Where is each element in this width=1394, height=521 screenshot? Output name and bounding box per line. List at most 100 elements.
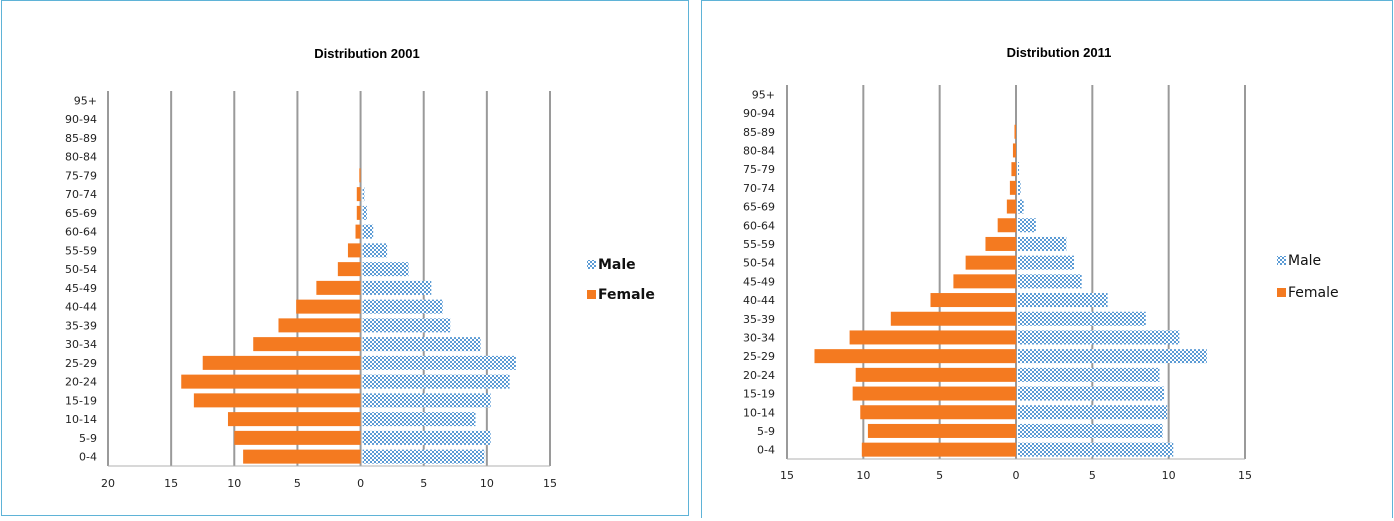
chart-panel-2001: Distribution 2001 20 15 10 5 0 5 10 15 0-4 5-9 10-1… xyxy=(1,0,689,516)
bar-male xyxy=(1018,423,1163,438)
bar-female xyxy=(355,224,361,239)
bar-male xyxy=(362,262,409,277)
y-tick-label: 95+ xyxy=(752,88,775,101)
y-tick-label: 60-64 xyxy=(65,226,97,239)
y-tick-label: 50-54 xyxy=(65,263,97,276)
y-tick-label: 70-74 xyxy=(743,182,775,195)
x-tick-label: 15 xyxy=(164,477,178,490)
y-tick-label: 50-54 xyxy=(743,257,775,270)
bar-female xyxy=(316,280,361,295)
bar-male xyxy=(362,393,491,408)
y-tick-label: 85-89 xyxy=(743,126,775,139)
bar-female xyxy=(359,168,361,183)
x-tick-label: 5 xyxy=(420,477,427,490)
bar-male xyxy=(1018,255,1075,270)
bar-female xyxy=(930,293,1016,308)
bar-male xyxy=(362,318,451,333)
y-tick-label: 45-49 xyxy=(65,282,97,295)
bar-male xyxy=(362,412,476,427)
bar-female xyxy=(202,355,361,370)
bar-female xyxy=(849,330,1016,345)
pyramid-chart-2001: Distribution 2001 20 15 10 5 0 5 10 15 0-4 5-9 10-1… xyxy=(65,46,655,490)
bar-male xyxy=(362,299,443,314)
bar-female xyxy=(181,374,361,389)
y-tick-label: 0-4 xyxy=(757,444,775,457)
y-tick-label: 80-84 xyxy=(743,144,775,157)
legend-swatch xyxy=(587,290,596,299)
y-tick-label: 10-14 xyxy=(65,413,97,426)
bar-female xyxy=(860,405,1016,420)
y-tick-label: 40-44 xyxy=(65,301,97,314)
pyramid-chart-2011: Distribution 2011 15 10 5 0 5 10 15 0-4 5-9 10-14 1… xyxy=(743,45,1339,482)
y-tick-label: 35-39 xyxy=(65,319,97,332)
bar-female xyxy=(890,311,1016,326)
x-tick-label: 5 xyxy=(936,469,943,482)
bar-female xyxy=(1014,124,1016,139)
x-tick-label: 5 xyxy=(294,477,301,490)
bar-female xyxy=(814,349,1016,364)
bar-male xyxy=(1018,180,1021,195)
y-tick-label: 20-24 xyxy=(65,376,97,389)
legend-swatch xyxy=(587,260,596,269)
y-tick-label: 70-74 xyxy=(65,188,97,201)
bar-male xyxy=(1018,405,1168,420)
bar-female xyxy=(852,386,1016,401)
legend-label: Male xyxy=(1288,253,1321,269)
x-tick-label: 15 xyxy=(1238,469,1252,482)
chart-title: Distribution 2011 xyxy=(1007,45,1112,60)
bar-male xyxy=(362,280,432,295)
legend-swatch xyxy=(1277,288,1286,297)
y-tick-label: 90-94 xyxy=(743,107,775,120)
x-tick-label: 5 xyxy=(1089,469,1096,482)
y-tick-label: 25-29 xyxy=(65,357,97,370)
bar-female xyxy=(253,337,361,352)
chart-title: Distribution 2001 xyxy=(314,46,419,61)
y-tick-label: 95+ xyxy=(74,94,97,107)
bar-female xyxy=(296,299,361,314)
bar-male xyxy=(1018,442,1174,457)
bar-female xyxy=(965,255,1016,270)
bar-female xyxy=(193,393,361,408)
x-tick-label: 15 xyxy=(780,469,794,482)
bar-male xyxy=(362,243,388,258)
bar-female xyxy=(1012,143,1016,158)
legend: Male Female xyxy=(1277,253,1339,301)
y-tick-label: 25-29 xyxy=(743,350,775,363)
bar-male xyxy=(1018,218,1036,233)
y-tick-label: 55-59 xyxy=(743,238,775,251)
bar-male xyxy=(362,224,374,239)
y-tick-label: 35-39 xyxy=(743,313,775,326)
y-tick-label: 40-44 xyxy=(743,294,775,307)
legend: Male Female xyxy=(587,257,655,303)
y-tick-label: 75-79 xyxy=(65,169,97,182)
y-tick-label: 30-34 xyxy=(743,331,775,344)
y-tick-label: 45-49 xyxy=(743,275,775,288)
bar-female xyxy=(1006,199,1016,214)
bar-male xyxy=(1018,293,1108,308)
y-tick-label: 75-79 xyxy=(743,163,775,176)
legend-label: Female xyxy=(598,287,655,303)
bar-male xyxy=(1018,162,1020,177)
legend-label: Male xyxy=(598,257,636,273)
y-tick-label: 10-14 xyxy=(743,406,775,419)
bar-male xyxy=(1018,367,1160,382)
bar-female xyxy=(867,423,1016,438)
bar-female xyxy=(243,449,361,464)
bar-male xyxy=(362,355,516,370)
bar-male xyxy=(1018,274,1082,289)
y-tick-label: 0-4 xyxy=(79,451,97,464)
bar-female xyxy=(234,430,361,445)
bar-male xyxy=(362,430,491,445)
y-tick-label: 65-69 xyxy=(743,201,775,214)
y-tick-label: 65-69 xyxy=(65,207,97,220)
legend-swatch xyxy=(1277,256,1286,265)
bar-female xyxy=(227,412,361,427)
y-tick-label: 55-59 xyxy=(65,244,97,257)
y-tick-label: 60-64 xyxy=(743,219,775,232)
x-tick-label: 0 xyxy=(1013,469,1020,482)
y-tick-label: 80-84 xyxy=(65,151,97,164)
x-tick-label: 0 xyxy=(357,477,364,490)
y-tick-label: 90-94 xyxy=(65,113,97,126)
bar-female xyxy=(855,367,1016,382)
bar-male xyxy=(362,374,510,389)
